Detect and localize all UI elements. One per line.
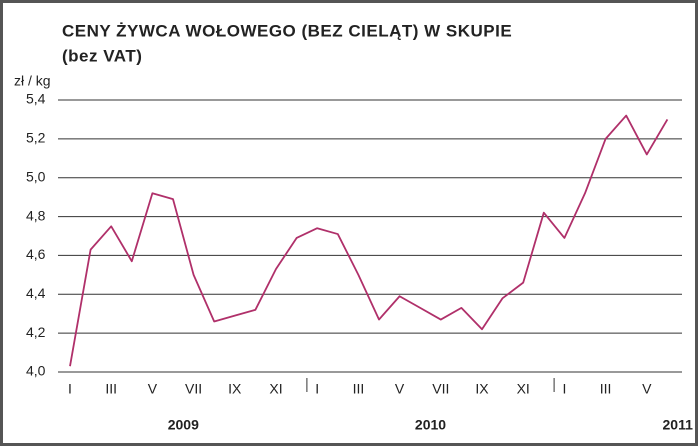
y-tick-label: 4,6 (26, 246, 46, 262)
x-tick-label: IX (475, 381, 489, 397)
chart-subtitle: (bez VAT) (62, 46, 142, 65)
x-tick-label: V (642, 381, 652, 397)
y-tick-label: 4,2 (26, 324, 46, 340)
y-axis-label: zł / kg (14, 73, 51, 89)
x-tick-label: III (600, 381, 612, 397)
x-tick-label: III (105, 381, 117, 397)
x-tick-label: I (562, 381, 566, 397)
x-tick-label: I (68, 381, 72, 397)
x-tick-label: XI (517, 381, 530, 397)
y-tick-label: 5,2 (26, 130, 46, 146)
year-label: 2011 (663, 417, 694, 433)
x-tick-label: VII (185, 381, 202, 397)
y-tick-label: 5,0 (26, 168, 46, 184)
y-tick-label: 4,0 (26, 363, 46, 379)
x-tick-label: VII (432, 381, 449, 397)
year-label: 2010 (415, 417, 446, 433)
y-tick-label: 4,4 (26, 285, 46, 301)
data-line (69, 114, 669, 367)
x-tick-label: V (148, 381, 158, 397)
x-tick-label: I (315, 381, 319, 397)
y-tick-label: 5,4 (26, 91, 46, 107)
y-tick-label: 4,8 (26, 207, 46, 223)
year-label: 2009 (168, 417, 199, 433)
x-tick-label: V (395, 381, 405, 397)
x-tick-label: III (353, 381, 365, 397)
x-tick-label: XI (269, 381, 282, 397)
x-tick-label: IX (228, 381, 242, 397)
chart-title: CENY ŻYWCA WOŁOWEGO (BEZ CIELĄT) W SKUPI… (62, 21, 512, 40)
